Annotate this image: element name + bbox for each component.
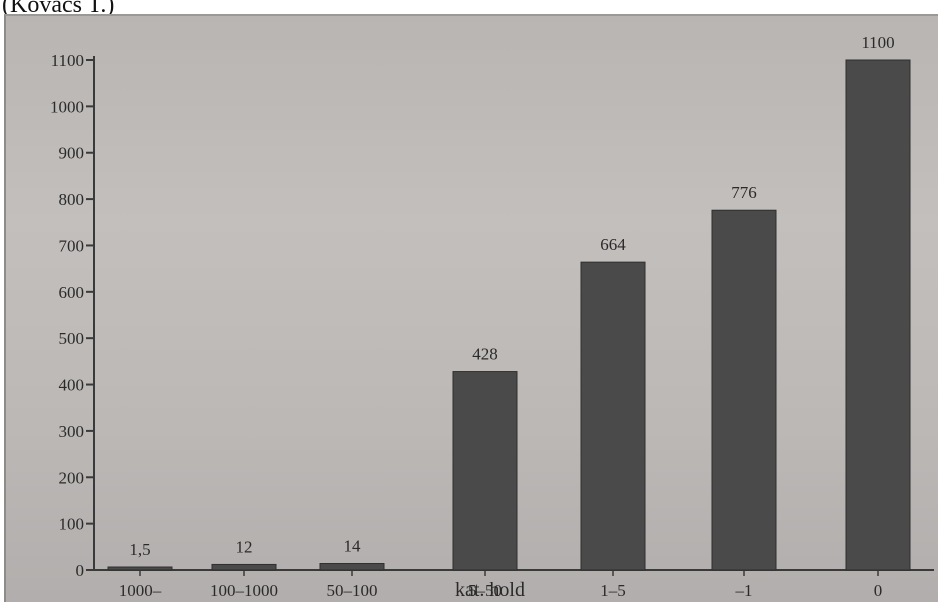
y-tick-label: 900 [59,144,85,163]
y-tick-label: 600 [59,283,85,302]
x-tick-label: –1 [735,581,753,600]
bar [107,566,173,571]
bar [711,209,777,571]
labels: 1,5 1000– 12 100–1000 14 50–100 428 5–50 664 1–5 7… [119,33,895,600]
figure-caption: (Kovács T.) [2,0,115,18]
x-tick-label: 1–5 [600,581,626,600]
x-tick-label: 1000– [119,581,162,600]
y-tick-label: 100 [59,515,85,534]
y-tick-label: 500 [59,329,85,348]
y-tick-label: 1000 [50,97,84,116]
y-tick-label: 400 [59,376,85,395]
bar [845,59,911,571]
bar-value-label: 1100 [861,33,894,52]
bar-chart: 0 100 200 300 400 500 600 700 800 900 1000 1100 1,5… [50,33,934,601]
bar-value-label: 1,5 [129,540,150,559]
x-tick-label: 0 [874,581,883,600]
y-tick-label: 300 [59,422,85,441]
x-tick-label: 50–100 [327,581,378,600]
bar-value-label: 428 [472,345,498,364]
y-tick-label: 200 [59,468,85,487]
y-tick-label: 0 [76,561,85,580]
bar-value-label: 776 [731,183,757,202]
bars [107,59,911,571]
bar-value-label: 14 [344,537,362,556]
x-tick-label: 100–1000 [210,581,278,600]
y-tick-label: 1100 [51,51,84,70]
bar [319,563,385,571]
x-axis-title: kat. hold [455,579,525,601]
chart-page: 0 100 200 300 400 500 600 700 800 900 1000 1100 1,5… [4,14,938,602]
y-tick-label: 700 [59,236,85,255]
y-tick-label: 800 [59,190,85,209]
bar [211,563,277,571]
bar [580,261,646,571]
x-tick-label: 5–50 [468,581,502,600]
bar [452,371,518,571]
bar-value-label: 12 [236,537,253,556]
bar-value-label: 664 [600,235,626,254]
